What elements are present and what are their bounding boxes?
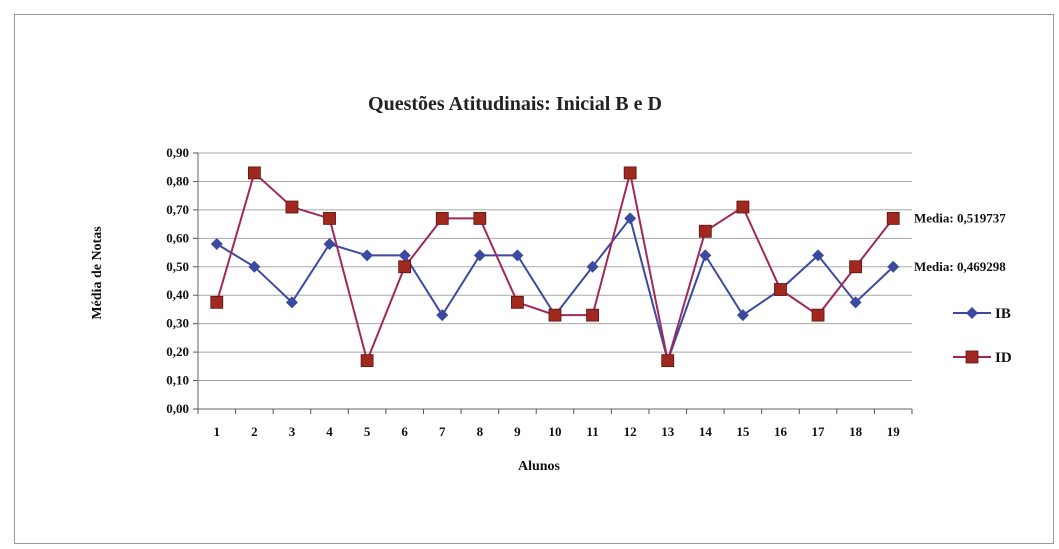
series-line-ib [216,216,894,365]
grid-lines [198,152,912,382]
x-axis-label: Alunos [518,459,561,474]
x-tick-label: 15 [736,424,750,439]
annotations: Media: 0,519737 Media: 0,469298 [914,210,1006,273]
x-tick-label: 1 [214,424,221,439]
marker-id [210,295,224,309]
legend: IB ID [953,306,1012,366]
y-tick-label: 0,60 [166,230,189,245]
y-tick-label: 0,30 [166,316,189,331]
marker-id [661,354,675,368]
marker-ib [586,260,599,273]
marker-id [511,295,524,309]
marker-ib [887,260,900,273]
marker-id [811,308,825,322]
marker-id [698,224,712,238]
marker-id [285,200,299,214]
x-tick-label: 18 [849,424,863,439]
mean-annotation: Media: 0,469298 [914,259,1006,274]
y-tick-label: 0,90 [166,145,189,160]
x-tick-label: 2 [251,424,257,439]
marker-ib [624,212,637,225]
marker-id [774,283,787,296]
x-tick-label: 7 [439,424,446,439]
x-tick-label: 4 [326,424,333,439]
y-tick-label: 0,20 [166,344,189,359]
marker-id [586,308,599,322]
marker-ib [248,260,261,273]
marker-id [473,212,487,225]
x-tick-label: 9 [514,424,521,439]
line-chart: Questões Atitudinais: Inicial B e D 0,00… [90,93,1012,474]
marker-ib [736,309,749,322]
marker-id [849,260,863,274]
mean-annotation: Media: 0,519737 [914,210,1006,225]
marker-id [623,166,637,180]
marker-id [323,212,336,225]
legend-marker-id [965,350,979,364]
marker-id [548,308,562,322]
marker-ib [511,249,524,262]
x-tick-label: 5 [364,424,371,439]
chart-title: Questões Atitudinais: Inicial B e D [368,93,662,115]
marker-ib [361,249,374,262]
marker-id [886,212,900,225]
marker-id [435,212,449,225]
y-tick-label: 0,50 [166,259,189,274]
marker-ib [285,296,298,309]
x-tick-label: 3 [289,424,296,439]
marker-id [360,354,374,368]
marker-ib [210,238,223,251]
x-tick-labels: 1 2 3 4 5 6 7 8 9 10 11 12 13 14 15 16 17 18 19 [214,424,901,439]
marker-ib [849,296,862,309]
legend-label-id: ID [995,350,1012,366]
series-markers [210,166,900,368]
x-tick-label: 11 [586,424,598,439]
axes [193,152,913,414]
marker-ib [436,309,449,322]
x-tick-label: 19 [887,424,901,439]
x-tick-label: 6 [401,424,408,439]
legend-marker-ib [966,307,978,319]
y-tick-label: 0,80 [166,173,189,188]
marker-id [398,260,412,274]
y-tick-label: 0,10 [166,373,189,388]
legend-label-ib: IB [995,306,1011,322]
marker-ib [473,249,486,262]
chart-frame: Questões Atitudinais: Inicial B e D 0,00… [14,14,1054,544]
y-tick-label: 0,00 [166,401,189,416]
marker-ib [699,249,712,262]
marker-id [736,200,750,214]
y-tick-label: 0,70 [166,202,189,217]
y-tick-label: 0,40 [166,287,189,302]
x-tick-label: 17 [812,424,826,439]
marker-id [247,166,261,180]
x-tick-label: 14 [699,424,713,439]
x-tick-label: 8 [477,424,484,439]
y-axis-label: Média de Notas [90,226,105,320]
marker-ib [323,238,336,251]
marker-ib [812,249,825,262]
y-tick-labels: 0,00 0,10 0,20 0,30 0,40 0,50 0,60 0,70 0,80 0,90 [166,145,189,416]
x-tick-label: 10 [549,424,562,439]
marker-ib [398,249,411,262]
x-tick-label: 13 [661,424,675,439]
x-tick-label: 16 [774,424,788,439]
x-tick-label: 12 [624,424,637,439]
